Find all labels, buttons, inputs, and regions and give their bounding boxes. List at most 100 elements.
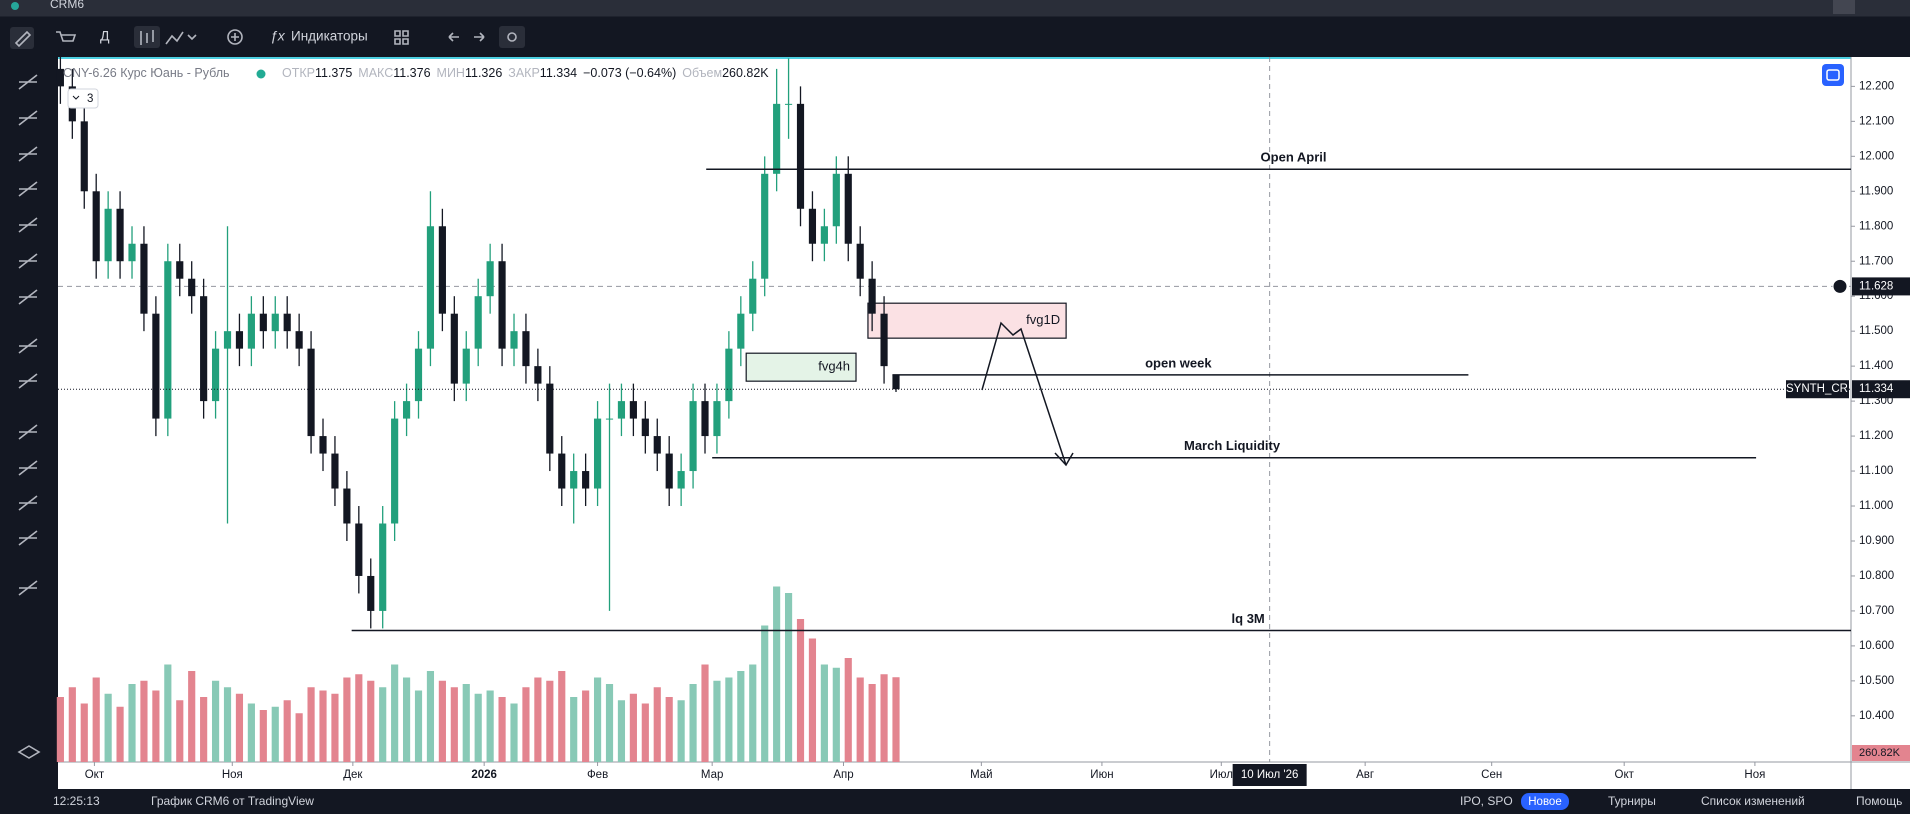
volume-bar	[68, 687, 76, 762]
candle-body	[796, 103, 805, 209]
changelog-link[interactable]: Список изменений	[1701, 794, 1805, 808]
volume-bar	[355, 674, 363, 762]
y-tick-label: 11.200	[1859, 430, 1893, 442]
volume-bar	[379, 687, 387, 762]
candle-body	[438, 226, 446, 314]
y-tick-label: 12.000	[1859, 150, 1894, 162]
candle-body	[880, 313, 888, 367]
minimize-button[interactable]	[1833, 0, 1855, 14]
fvg-box	[867, 302, 1067, 339]
fvg-label: fvg1D	[1026, 312, 1060, 327]
candle-body	[152, 313, 160, 419]
change-value: −0.073 (−0.64%)	[583, 66, 676, 80]
dropdown-icon[interactable]	[187, 34, 197, 41]
tool-icon	[18, 253, 38, 269]
volume-bar	[343, 677, 351, 762]
sync-icon	[1826, 69, 1840, 81]
volume-bar	[641, 703, 649, 762]
indicator-toggle[interactable]	[67, 88, 99, 109]
candle-body	[211, 348, 220, 402]
candle-body	[761, 173, 769, 279]
y-tick-label: 11.900	[1859, 185, 1893, 197]
candle-body	[629, 401, 637, 419]
volume-bar	[80, 703, 88, 762]
volume-bar	[784, 593, 793, 762]
volume-bar	[558, 671, 566, 762]
x-tick-label: Окт	[1615, 769, 1635, 781]
x-tick-label: 2026	[471, 769, 497, 781]
volume-bar	[438, 680, 446, 762]
y-tick-label: 10.800	[1859, 570, 1894, 582]
status-bar	[0, 789, 1910, 814]
volume-bar	[307, 687, 315, 762]
volume-bar	[283, 700, 291, 762]
fvg-box	[745, 352, 857, 382]
candle-body	[343, 488, 351, 524]
level-label: lq 3M	[1232, 611, 1265, 626]
candle-body	[737, 313, 745, 349]
close-value: 11.334	[540, 66, 577, 80]
layout-icon[interactable]	[394, 30, 409, 45]
chart-link[interactable]: График CRM6 от TradingView	[151, 794, 314, 808]
volume-bar	[593, 677, 602, 762]
volume-bar	[200, 697, 208, 762]
tool-icon	[18, 580, 38, 596]
candle-body	[808, 208, 817, 244]
candle-body	[534, 366, 542, 384]
chevron	[72, 95, 80, 100]
candle-body	[247, 313, 255, 349]
arrow-head	[1054, 452, 1074, 467]
candle-body	[546, 383, 554, 454]
redo-icon[interactable]	[474, 32, 485, 42]
candle-body	[498, 261, 506, 349]
indicators-button[interactable]: Индикаторы	[291, 29, 368, 44]
cart-icon[interactable]	[56, 31, 77, 42]
clock: 12:25:13	[53, 794, 100, 808]
tournaments-link[interactable]: Турниры	[1608, 794, 1656, 808]
volume-bar	[176, 700, 184, 762]
level-label: open week	[1145, 355, 1212, 370]
time-axis	[58, 762, 1851, 789]
help-link[interactable]: Помощь	[1856, 794, 1902, 808]
candle-body	[331, 453, 339, 489]
crosshair-price-label: 11.628	[1859, 280, 1893, 292]
sync-button[interactable]	[1822, 64, 1844, 86]
candle-body	[355, 523, 363, 576]
candle-body	[56, 68, 64, 87]
y-tick-label: 10.600	[1859, 640, 1894, 652]
add-icon[interactable]	[227, 29, 243, 45]
volume-bar	[486, 690, 494, 762]
candle-body	[522, 331, 530, 367]
tool-icon	[18, 181, 38, 197]
candle-body	[892, 374, 900, 390]
interval-button[interactable]: Д	[100, 28, 110, 44]
title-bar	[0, 0, 1910, 16]
last-price-name: SYNTH_CR	[1786, 383, 1848, 395]
volume-bar	[868, 684, 876, 762]
volume-bar	[104, 693, 112, 762]
x-tick-label: Окт	[85, 769, 105, 781]
replay-button[interactable]	[499, 26, 525, 48]
volume-bar	[892, 677, 900, 762]
y-tick-label: 11.000	[1859, 500, 1893, 512]
undo-icon[interactable]	[448, 32, 459, 42]
y-tick-label: 11.400	[1859, 360, 1893, 372]
candle-body	[653, 436, 661, 454]
symbol-search[interactable]: CRM6	[50, 0, 84, 11]
volume-bar	[426, 671, 435, 762]
y-tick-label: 12.100	[1859, 115, 1894, 127]
area-icon[interactable]	[165, 31, 184, 45]
volume-bar	[402, 677, 411, 762]
volume-bar	[271, 706, 279, 762]
candle-body	[259, 313, 267, 332]
volume-value: 260.82K	[722, 66, 769, 80]
candle-body	[307, 348, 315, 437]
chart-pane	[58, 57, 1851, 762]
high-value: 11.376	[393, 66, 430, 80]
level-label: March Liquidity	[1184, 438, 1281, 453]
volume-bar	[474, 693, 482, 762]
ipo-link[interactable]: IPO, SPO	[1460, 794, 1513, 808]
volume-bar	[856, 677, 864, 762]
candle-body	[402, 401, 411, 419]
